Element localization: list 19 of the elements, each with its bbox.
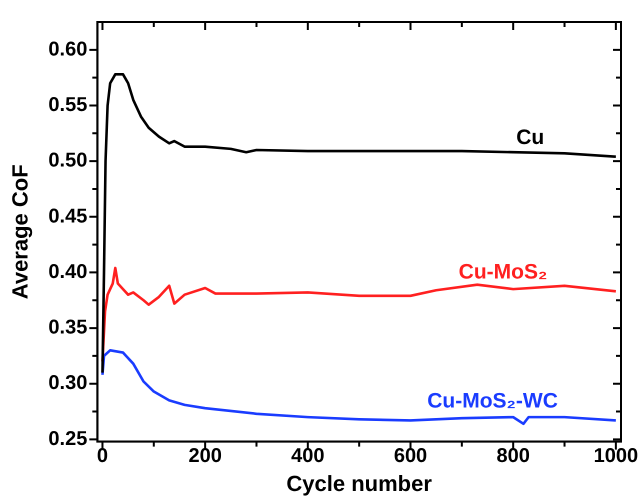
x-tick-label: 600 — [394, 445, 428, 468]
y-tick-label: 0.45 — [48, 205, 88, 228]
y-tick-label: 0.50 — [48, 150, 88, 172]
y-axis-title: Average CoF — [7, 164, 32, 300]
y-tick-label: 0.40 — [48, 260, 88, 283]
y-tick-label: 0.35 — [48, 316, 88, 339]
x-tick-label: 800 — [496, 445, 530, 468]
y-tick-label: 0.25 — [48, 428, 88, 450]
x-tick-label: 0 — [96, 445, 108, 468]
x-axis-title: Cycle number — [286, 470, 432, 496]
series-label: Cu — [516, 126, 544, 149]
x-tick-label: 1000 — [594, 445, 638, 468]
y-tick-label: 0.55 — [48, 94, 88, 116]
x-tick-label: 200 — [188, 445, 222, 468]
series-label: Cu-MoS₂-WC — [427, 390, 558, 413]
y-tick-label: 0.30 — [48, 372, 88, 394]
series-label: Cu-MoS₂ — [458, 260, 548, 284]
y-tick-label: 0.60 — [48, 38, 88, 60]
x-tick-label: 400 — [291, 445, 325, 468]
